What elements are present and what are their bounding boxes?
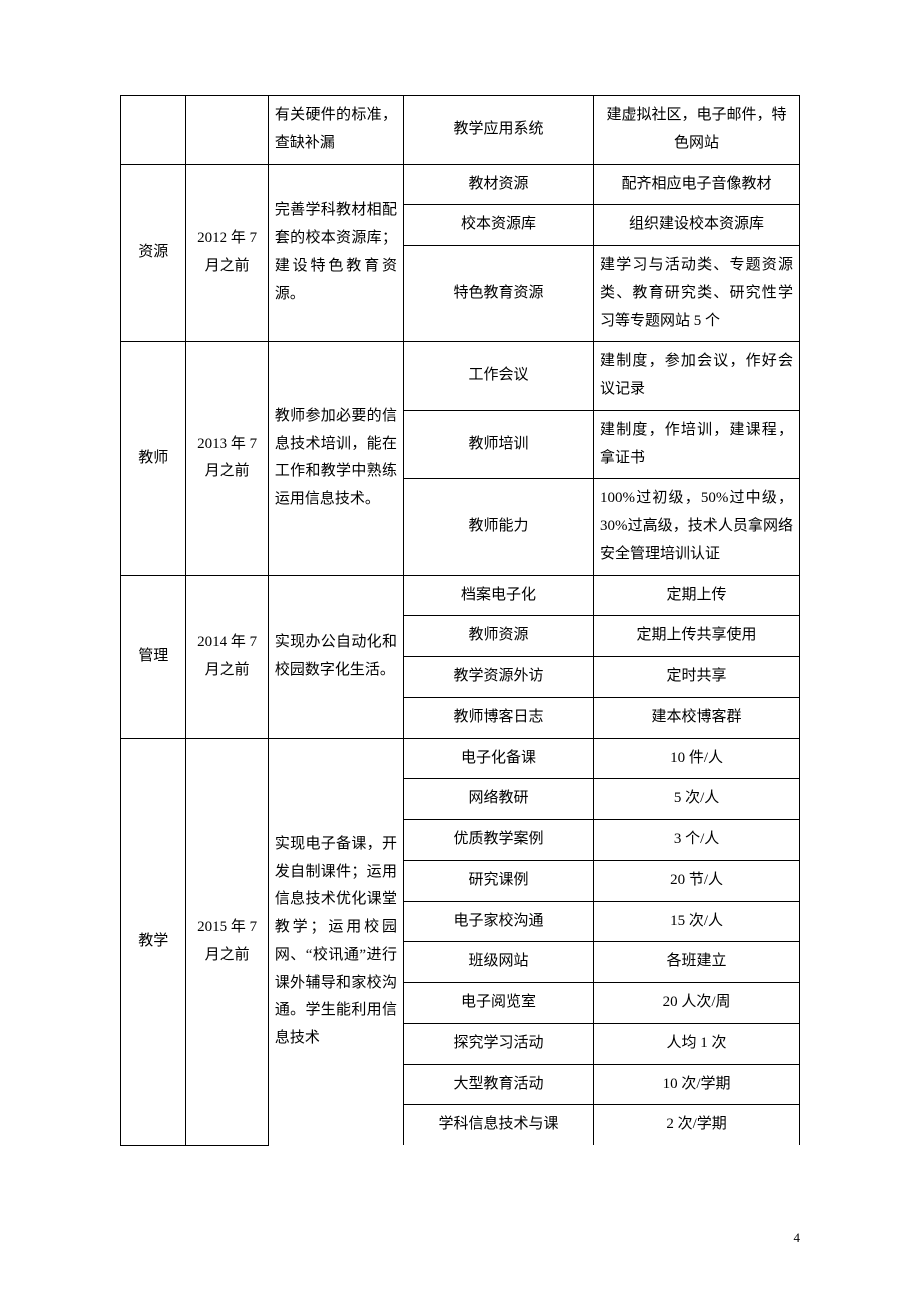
cell-item: 教材资源 bbox=[403, 164, 593, 205]
cell-item: 教师资源 bbox=[403, 616, 593, 657]
cell-item: 学科信息技术与课 bbox=[403, 1105, 593, 1145]
cell-deadline: 2015 年 7 月之前 bbox=[186, 738, 268, 1145]
cell-item: 教师能力 bbox=[403, 479, 593, 575]
cell-target: 10 件/人 bbox=[594, 738, 800, 779]
cell-target: 2 次/学期 bbox=[594, 1105, 800, 1145]
cell-category: 教学 bbox=[121, 738, 186, 1145]
table-row: 资源 2012 年 7 月之前 完善学科教材相配套的校本资源库；建设特色教育资源… bbox=[121, 164, 800, 205]
cell-target: 3 个/人 bbox=[594, 820, 800, 861]
cell-target: 组织建设校本资源库 bbox=[594, 205, 800, 246]
plan-table: 有关硬件的标准，查缺补漏 教学应用系统 建虚拟社区，电子邮件，特色网站 资源 2… bbox=[120, 95, 800, 1146]
cell-item: 教学资源外访 bbox=[403, 657, 593, 698]
table-row: 教师 2013 年 7 月之前 教师参加必要的信息技术培训，能在工作和教学中熟练… bbox=[121, 342, 800, 411]
table-row: 有关硬件的标准，查缺补漏 教学应用系统 建虚拟社区，电子邮件，特色网站 bbox=[121, 96, 800, 165]
cell-deadline: 2014 年 7 月之前 bbox=[186, 575, 268, 738]
cell-item: 校本资源库 bbox=[403, 205, 593, 246]
cell-item: 研究课例 bbox=[403, 860, 593, 901]
cell-item: 大型教育活动 bbox=[403, 1064, 593, 1105]
cell-item: 档案电子化 bbox=[403, 575, 593, 616]
cell-item: 教师博客日志 bbox=[403, 697, 593, 738]
cell-target: 20 节/人 bbox=[594, 860, 800, 901]
cell-item: 电子家校沟通 bbox=[403, 901, 593, 942]
cell-category: 管理 bbox=[121, 575, 186, 738]
cell-target: 各班建立 bbox=[594, 942, 800, 983]
cell-target: 定期上传共享使用 bbox=[594, 616, 800, 657]
cell-target: 定期上传 bbox=[594, 575, 800, 616]
cell-target: 定时共享 bbox=[594, 657, 800, 698]
cell-target: 20 人次/周 bbox=[594, 983, 800, 1024]
cell-deadline bbox=[186, 96, 268, 165]
table-row: 管理 2014 年 7 月之前 实现办公自动化和校园数字化生活。 档案电子化 定… bbox=[121, 575, 800, 616]
cell-goal: 有关硬件的标准，查缺补漏 bbox=[268, 96, 403, 165]
document-page: 有关硬件的标准，查缺补漏 教学应用系统 建虚拟社区，电子邮件，特色网站 资源 2… bbox=[0, 0, 920, 1302]
cell-target: 建本校博客群 bbox=[594, 697, 800, 738]
cell-target: 建虚拟社区，电子邮件，特色网站 bbox=[594, 96, 800, 165]
cell-item: 网络教研 bbox=[403, 779, 593, 820]
cell-item: 电子阅览室 bbox=[403, 983, 593, 1024]
cell-item: 教学应用系统 bbox=[403, 96, 593, 165]
cell-target: 配齐相应电子音像教材 bbox=[594, 164, 800, 205]
cell-item: 特色教育资源 bbox=[403, 246, 593, 342]
cell-target: 100%过初级，50%过中级，30%过高级，技术人员拿网络安全管理培训认证 bbox=[594, 479, 800, 575]
cell-goal: 完善学科教材相配套的校本资源库；建设特色教育资源。 bbox=[268, 164, 403, 342]
cell-target: 建制度，作培训，建课程，拿证书 bbox=[594, 410, 800, 479]
cell-deadline: 2013 年 7 月之前 bbox=[186, 342, 268, 575]
cell-deadline: 2012 年 7 月之前 bbox=[186, 164, 268, 342]
cell-goal: 实现电子备课，开发自制课件；运用信息技术优化课堂教学；运用校园网、“校讯通”进行… bbox=[268, 738, 403, 1145]
cell-target: 人均 1 次 bbox=[594, 1023, 800, 1064]
cell-target: 10 次/学期 bbox=[594, 1064, 800, 1105]
cell-item: 探究学习活动 bbox=[403, 1023, 593, 1064]
cell-goal: 实现办公自动化和校园数字化生活。 bbox=[268, 575, 403, 738]
cell-target: 15 次/人 bbox=[594, 901, 800, 942]
cell-goal: 教师参加必要的信息技术培训，能在工作和教学中熟练运用信息技术。 bbox=[268, 342, 403, 575]
cell-item: 班级网站 bbox=[403, 942, 593, 983]
cell-category: 资源 bbox=[121, 164, 186, 342]
cell-item: 工作会议 bbox=[403, 342, 593, 411]
page-number: 4 bbox=[794, 1230, 801, 1246]
cell-item: 优质教学案例 bbox=[403, 820, 593, 861]
cell-item: 教师培训 bbox=[403, 410, 593, 479]
cell-target: 建制度，参加会议，作好会议记录 bbox=[594, 342, 800, 411]
cell-category: 教师 bbox=[121, 342, 186, 575]
cell-item: 电子化备课 bbox=[403, 738, 593, 779]
cell-target: 5 次/人 bbox=[594, 779, 800, 820]
cell-target: 建学习与活动类、专题资源类、教育研究类、研究性学习等专题网站 5 个 bbox=[594, 246, 800, 342]
table-row: 教学 2015 年 7 月之前 实现电子备课，开发自制课件；运用信息技术优化课堂… bbox=[121, 738, 800, 779]
cell-category bbox=[121, 96, 186, 165]
